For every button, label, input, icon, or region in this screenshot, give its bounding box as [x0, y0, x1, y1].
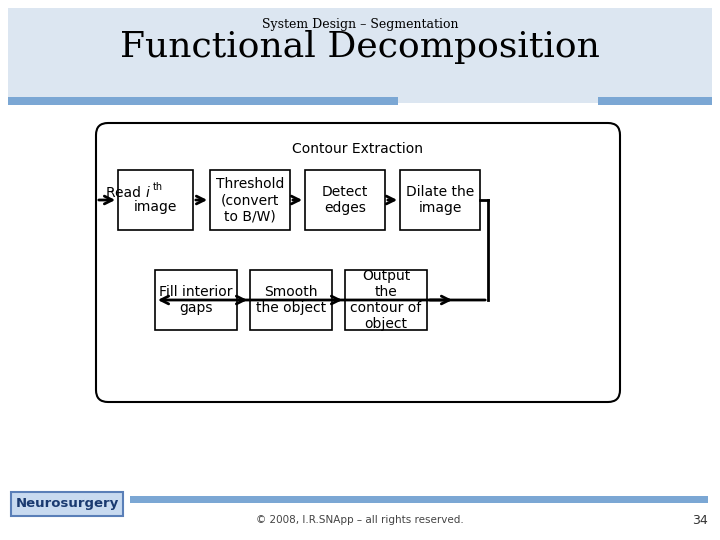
Text: image: image	[134, 200, 177, 214]
Text: Dilate the
image: Dilate the image	[406, 185, 474, 215]
FancyBboxPatch shape	[305, 170, 385, 230]
Bar	[0, 105, 720, 505]
Text: i: i	[145, 186, 149, 200]
Text: Functional Decomposition: Functional Decomposition	[120, 30, 600, 64]
Text: © 2008, I.R.SNApp – all rights reserved.: © 2008, I.R.SNApp – all rights reserved.	[256, 515, 464, 525]
Text: Smooth
the object: Smooth the object	[256, 285, 326, 315]
Bar	[8, 8, 712, 103]
FancyBboxPatch shape	[11, 492, 123, 516]
FancyBboxPatch shape	[210, 170, 290, 230]
FancyBboxPatch shape	[250, 270, 332, 330]
Text: Fill interior
gaps: Fill interior gaps	[159, 285, 233, 315]
Text: th: th	[153, 182, 163, 192]
Text: Detect
edges: Detect edges	[322, 185, 368, 215]
Text: Neurosurgery: Neurosurgery	[15, 497, 119, 510]
Text: Threshold
(convert
to B/W): Threshold (convert to B/W)	[216, 177, 284, 223]
Text: System Design – Segmentation: System Design – Segmentation	[262, 18, 458, 31]
FancyBboxPatch shape	[155, 270, 237, 330]
Text: Read: Read	[106, 186, 145, 200]
FancyBboxPatch shape	[118, 170, 193, 230]
Text: Output
the
contour of
object: Output the contour of object	[351, 269, 422, 332]
Bar	[8, 97, 398, 105]
FancyBboxPatch shape	[400, 170, 480, 230]
Bar	[598, 97, 712, 105]
Bar	[130, 496, 708, 503]
FancyBboxPatch shape	[345, 270, 427, 330]
FancyBboxPatch shape	[96, 123, 620, 402]
Text: Contour Extraction: Contour Extraction	[292, 142, 423, 156]
Text: 34: 34	[692, 514, 708, 526]
